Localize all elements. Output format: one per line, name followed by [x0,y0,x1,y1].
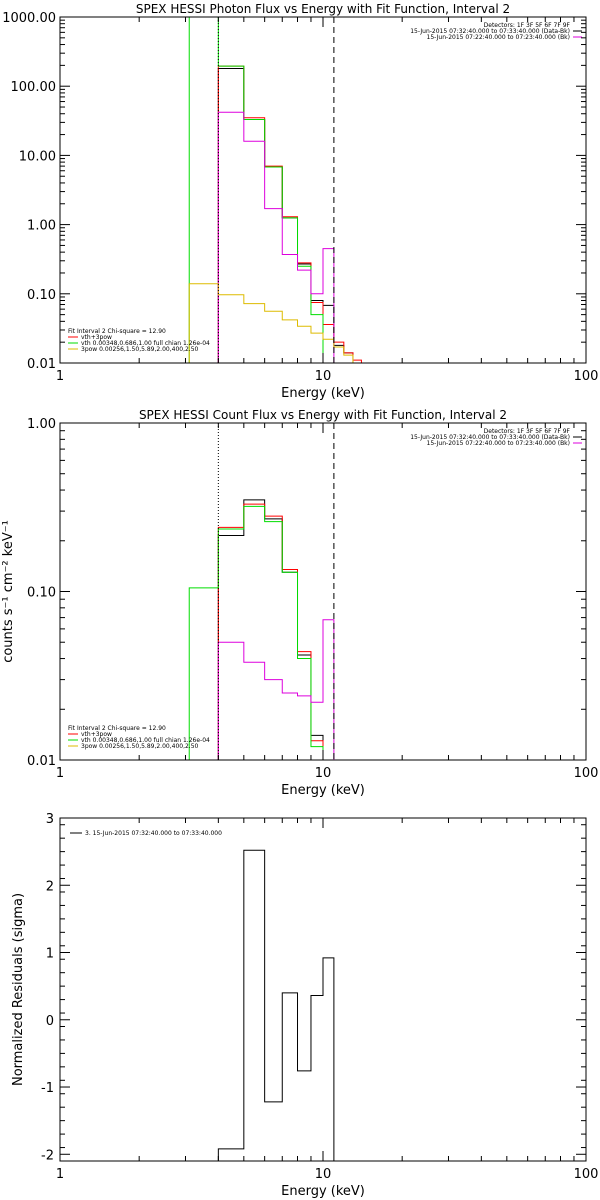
fit-legend: Fit Interval 2 Chi-square = 12.90vth+3po… [68,725,210,750]
panel-3: 1 10 100 Energy (keV) -2 -1 0 1 2 3 Normalized Res… [11,812,599,1199]
series-group [188,499,335,760]
header-legend: Detectors: 1F 3F 5F 6F 7F 9F15-Jun-2015 … [410,22,582,41]
fit-legend-entry: vth 0.00348,0.686,1.00 full chian 1.26e-… [81,737,210,744]
y-tick-label: 0.10 [27,288,56,303]
y-tick-label: 0.10 [27,586,56,601]
fit-legend-title: Fit Interval 2 Chi-square = 12.90 [68,725,166,732]
fit-legend-entry: vth 0.00348,0.686,1.00 full chian 1.26e-… [81,340,210,347]
fit-legend-entry: 3pow 0.00256,1.50,5.89,2.00,400,2.50 [81,743,199,750]
y-tick-label: 10.00 [19,149,56,164]
x-tick-label: 10 [315,369,332,384]
y-axis: -2 -1 0 1 2 3 [41,812,586,1163]
series-3 [188,17,324,363]
x-axis-label: Energy (keV) [281,386,365,401]
fit-legend-entry: vth+3pow [81,334,112,341]
header-line: 15-Jun-2015 07:22:40.000 to 07:23:40.000… [427,34,570,41]
x-axis: 1 10 100 [56,17,599,384]
fit-legend-entry: vth+3pow [81,731,112,738]
y-tick-label: 2 [46,879,54,894]
y-tick-label: -2 [41,1148,54,1163]
plot-frame [59,422,587,761]
x-axis: 1 10 100 [56,818,599,1182]
y-tick-label: 1000.00 [2,11,56,26]
fit-legend-entry: 3pow 0.00256,1.50,5.89,2.00,400,2.50 [81,346,199,353]
residual-legend: 3. 15-Jun-2015 07:32:40.000 to 07:33:40.… [70,830,222,837]
y-tick-label: 1.00 [27,417,56,432]
panel-1: SPEX HESSI Photon Flux vs Energy with Fi… [2,2,599,401]
x-tick-label: 100 [574,1167,599,1182]
y-tick-label: 3 [46,812,54,827]
header-legend: Detectors: 1F 3F 5F 6F 7F 9F15-Jun-2015 … [410,428,582,447]
series-2 [217,503,324,760]
x-tick-label: 1 [56,766,64,781]
series-5 [188,283,362,363]
x-axis-label: Energy (keV) [281,1184,365,1199]
y-tick-label: 0.01 [27,357,56,372]
series-1 [217,499,324,760]
series-3 [188,505,324,760]
chart-title: SPEX HESSI Count Flux vs Energy with Fit… [139,408,507,422]
y-axis-label: counts s⁻¹ cm⁻² keV⁻¹ [1,520,16,663]
series-group [188,17,370,363]
x-tick-label: 10 [315,766,332,781]
x-tick-label: 100 [574,369,599,384]
header-line: 15-Jun-2015 07:32:40.000 to 07:33:40.000… [410,28,570,35]
series-2 [217,65,370,363]
series-1 [217,68,362,363]
fit-legend: Fit Interval 2 Chi-square = 12.90vth+3po… [68,328,210,353]
header-line: 15-Jun-2015 07:22:40.000 to 07:23:40.000… [427,440,570,447]
x-axis-label: Energy (keV) [281,783,365,798]
fit-legend-title: Fit Interval 2 Chi-square = 12.90 [68,328,166,335]
legend-entry: 3. 15-Jun-2015 07:32:40.000 to 07:33:40.… [85,830,222,837]
y-tick-label: 0 [46,1014,54,1029]
y-tick-label: 1.00 [27,219,56,234]
panel-2: SPEX HESSI Count Flux vs Energy with Fit… [1,408,599,798]
y-tick-label: 100.00 [11,80,57,95]
series-group [217,849,335,1161]
y-tick-label: 1 [46,947,54,962]
y-axis-label: Normalized Residuals (sigma) [11,893,26,1086]
y-axis: 0.01 0.10 1.00 10.00 100.00 1000.00 [2,11,586,372]
header-line: Detectors: 1F 3F 5F 6F 7F 9F [484,22,571,29]
chart-title: SPEX HESSI Photon Flux vs Energy with Fi… [136,2,510,16]
x-tick-label: 10 [315,1167,332,1182]
x-tick-label: 1 [56,369,64,384]
x-axis: 1 10 100 [56,423,599,781]
series-4 [217,619,335,760]
y-tick-label: -1 [41,1081,54,1096]
x-tick-label: 1 [56,1167,64,1182]
series-1 [217,849,335,1161]
header-line: Detectors: 1F 3F 5F 6F 7F 9F [484,428,571,435]
x-tick-label: 100 [574,766,599,781]
y-axis: 0.01 0.10 1.00 [27,417,586,769]
series-4 [217,111,335,363]
header-line: 15-Jun-2015 07:32:40.000 to 07:33:40.000… [410,434,570,441]
y-tick-label: 0.01 [27,754,56,769]
